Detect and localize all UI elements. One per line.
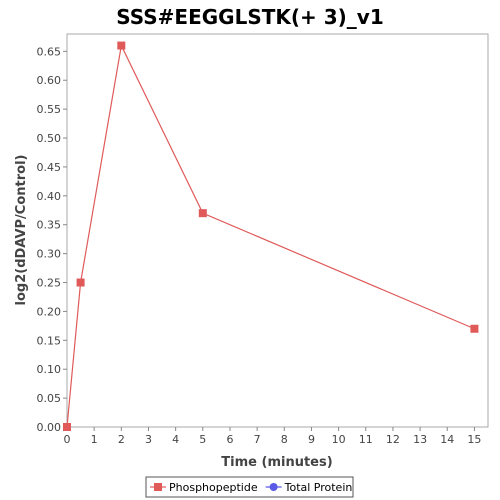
x-tick-label: 6 <box>226 433 233 446</box>
x-tick-label: 12 <box>386 433 400 446</box>
y-tick-label: 0.05 <box>37 392 62 405</box>
x-tick-label: 4 <box>172 433 179 446</box>
x-tick-label: 11 <box>359 433 373 446</box>
x-axis: 0 1 2 3 4 5 6 7 8 9 10 11 12 13 14 15 <box>64 427 481 446</box>
data-point <box>198 209 207 218</box>
x-tick-label: 8 <box>281 433 288 446</box>
y-tick-label: 0.55 <box>37 103 62 116</box>
data-point <box>117 41 126 50</box>
y-axis: 0.00 0.05 0.10 0.15 0.20 0.25 0.30 0.35 0.40 0.45… <box>37 45 67 434</box>
x-tick-label: 13 <box>413 433 427 446</box>
x-tick-label: 3 <box>145 433 152 446</box>
x-tick-label: 15 <box>467 433 481 446</box>
x-tick-label: 5 <box>199 433 206 446</box>
x-axis-label: Time (minutes) <box>221 455 332 470</box>
y-axis-label: log2(dDAVP/Control) <box>14 155 29 306</box>
y-tick-label: 0.65 <box>37 45 62 58</box>
y-tick-label: 0.10 <box>37 363 62 376</box>
plot-area <box>66 33 489 428</box>
legend-label: Phosphopeptide <box>169 481 258 494</box>
y-tick-label: 0.60 <box>37 74 62 87</box>
x-tick-label: 14 <box>440 433 454 446</box>
legend-box <box>145 476 354 498</box>
data-point <box>76 278 85 287</box>
y-tick-label: 0.45 <box>37 161 62 174</box>
data-point <box>63 423 71 431</box>
y-tick-label: 0.50 <box>37 132 62 145</box>
y-tick-label: 0.00 <box>37 421 62 434</box>
y-tick-label: 0.15 <box>37 334 62 347</box>
x-tick-label: 0 <box>64 433 71 446</box>
x-tick-label: 10 <box>332 433 346 446</box>
y-tick-label: 0.25 <box>37 277 62 290</box>
x-tick-label: 1 <box>91 433 98 446</box>
legend: Phosphopeptide Total Protein <box>145 476 354 498</box>
y-tick-label: 0.20 <box>37 305 62 318</box>
legend-marker <box>269 483 278 491</box>
series-layer <box>63 41 479 431</box>
x-tick-label: 2 <box>118 433 125 446</box>
y-tick-label: 0.40 <box>37 190 62 203</box>
y-tick-label: 0.30 <box>37 248 62 261</box>
y-tick-label: 0.35 <box>37 219 62 232</box>
x-tick-label: 9 <box>308 433 315 446</box>
x-tick-label: 7 <box>254 433 261 446</box>
legend-marker <box>154 483 162 491</box>
data-point <box>470 324 479 333</box>
chart-title: SSS#EEGGLSTK(+ 3)_v1 <box>116 5 384 29</box>
legend-label: Total Protein <box>284 481 353 494</box>
